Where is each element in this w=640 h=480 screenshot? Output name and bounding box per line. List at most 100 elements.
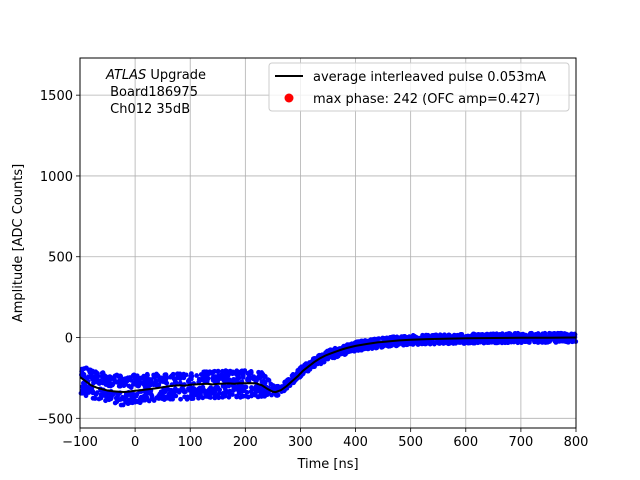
sample-point xyxy=(256,373,262,379)
sample-point xyxy=(123,381,129,387)
sample-point xyxy=(215,392,221,398)
sample-point xyxy=(167,374,173,380)
sample-point xyxy=(266,377,272,383)
sample-point xyxy=(259,379,265,385)
x-tick-label: 400 xyxy=(343,435,368,450)
annotation-line-2: Board186975 xyxy=(106,85,198,100)
sample-point xyxy=(79,371,85,377)
sample-point xyxy=(508,332,514,338)
sample-point xyxy=(127,400,133,406)
sample-point xyxy=(350,347,356,353)
sample-point xyxy=(355,348,361,353)
sample-point xyxy=(156,396,162,401)
y-axis-title: Amplitude [ADC Counts] xyxy=(11,164,26,322)
annotation-atlas: ATLAS xyxy=(105,68,146,83)
sample-point xyxy=(249,393,254,399)
sample-point xyxy=(244,389,250,395)
sample-point xyxy=(290,371,296,377)
x-tick-label: 300 xyxy=(288,435,313,450)
sample-point xyxy=(432,340,438,346)
sample-point xyxy=(335,352,341,357)
y-tick-label: 1500 xyxy=(40,89,73,104)
sample-point xyxy=(393,342,398,348)
sample-point xyxy=(91,380,96,386)
sample-point xyxy=(312,364,317,369)
sample-point xyxy=(204,369,209,375)
sample-point xyxy=(175,388,181,393)
sample-point xyxy=(172,377,178,383)
sample-point xyxy=(201,374,206,380)
sample-point xyxy=(305,368,311,374)
sample-point xyxy=(354,339,360,345)
sample-point xyxy=(90,369,95,375)
sample-point xyxy=(82,391,88,396)
y-tick-label: 500 xyxy=(48,251,73,266)
sample-point xyxy=(240,388,245,394)
annotation-upgrade: Upgrade xyxy=(146,68,206,83)
sample-point xyxy=(234,394,240,400)
sample-point xyxy=(130,394,136,400)
sample-point xyxy=(447,333,453,338)
x-tick-label: 500 xyxy=(398,435,423,450)
sample-point xyxy=(112,400,118,406)
sample-point xyxy=(325,356,331,362)
sample-point xyxy=(94,390,100,396)
sample-point xyxy=(209,371,215,376)
sample-point xyxy=(401,342,406,348)
sample-point xyxy=(92,396,98,401)
sample-point xyxy=(526,339,532,345)
sample-point xyxy=(206,394,212,400)
sample-point xyxy=(539,339,545,345)
sample-point xyxy=(118,402,124,408)
sample-point xyxy=(172,388,178,394)
sample-point xyxy=(191,389,196,395)
sample-point xyxy=(184,395,190,401)
sample-point xyxy=(94,370,100,376)
sample-point xyxy=(112,378,117,384)
sample-point xyxy=(259,388,265,393)
sample-point xyxy=(220,393,226,398)
sample-point xyxy=(249,385,254,390)
sample-point xyxy=(151,381,157,387)
sample-point xyxy=(223,387,228,393)
sample-point xyxy=(90,388,96,394)
sample-point xyxy=(467,338,473,344)
sample-point xyxy=(374,344,379,350)
sample-point xyxy=(206,387,212,392)
sample-point xyxy=(283,379,288,385)
sample-point xyxy=(470,340,476,346)
sample-point xyxy=(108,395,114,400)
sample-point xyxy=(164,394,170,400)
x-tick-label: 200 xyxy=(233,435,258,450)
sample-point xyxy=(302,362,308,368)
sample-point xyxy=(172,392,177,398)
sample-point xyxy=(163,376,169,381)
sample-point xyxy=(231,386,237,392)
sample-point xyxy=(547,339,553,344)
sample-point xyxy=(159,375,165,381)
sample-point xyxy=(491,338,496,344)
sample-point xyxy=(194,373,200,378)
sample-point xyxy=(221,377,227,383)
sample-point xyxy=(155,373,161,379)
sample-point xyxy=(118,380,124,386)
sample-point xyxy=(226,383,232,389)
sample-point xyxy=(137,379,143,385)
sample-point xyxy=(345,349,351,355)
x-tick-label: 600 xyxy=(453,435,478,450)
sample-point xyxy=(151,372,157,378)
sample-point xyxy=(163,387,169,393)
legend-label-average-pulse: average interleaved pulse 0.053mA xyxy=(313,70,546,85)
sample-point xyxy=(273,384,278,390)
sample-point xyxy=(459,338,465,344)
y-axis: −500 0 500 1000 1500 xyxy=(37,89,80,427)
sample-point xyxy=(215,368,221,374)
sample-point xyxy=(103,398,108,404)
sample-point xyxy=(248,370,254,376)
sample-point xyxy=(106,377,112,383)
sample-point xyxy=(115,392,121,398)
sample-point xyxy=(399,334,405,340)
sample-point xyxy=(120,396,126,402)
x-tick-label: 800 xyxy=(564,435,589,450)
sample-point xyxy=(243,384,249,390)
